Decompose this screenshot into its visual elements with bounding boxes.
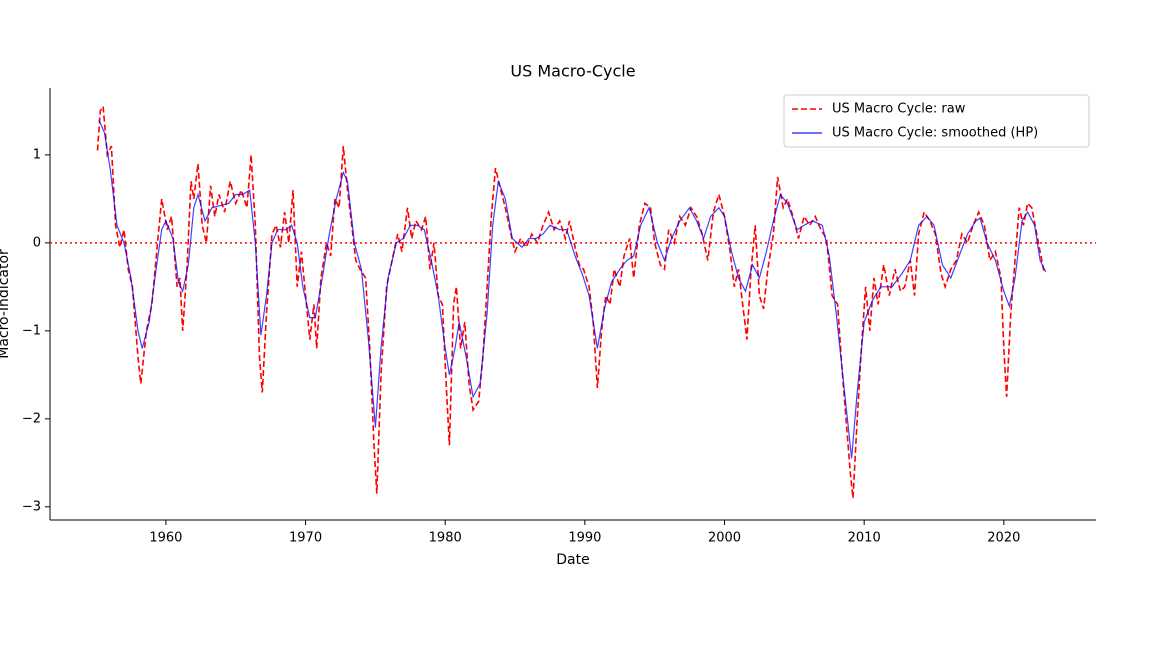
x-tick-label: 2010: [848, 531, 881, 546]
legend-label: US Macro Cycle: smoothed (HP): [832, 126, 1038, 141]
x-tick-label: 2000: [708, 531, 741, 546]
y-tick-label: −1: [22, 323, 41, 338]
x-tick-label: 1970: [289, 531, 322, 546]
y-axis-label: Macro-Indicator: [0, 249, 12, 359]
series-line: [96, 104, 1046, 499]
x-axis-label: Date: [556, 552, 589, 568]
y-tick-label: 0: [33, 235, 41, 250]
x-tick-label: 1980: [429, 531, 462, 546]
y-tick-label: −3: [22, 499, 41, 514]
x-tick-label: 2020: [987, 531, 1020, 546]
series-line: [98, 119, 1047, 459]
y-tick-label: 1: [33, 147, 41, 162]
x-tick-label: 1960: [149, 531, 182, 546]
legend-box: [783, 94, 1090, 148]
chart-title: US Macro-Cycle: [510, 62, 635, 81]
legend: US Macro Cycle: raw US Macro Cycle: smoot…: [783, 94, 1090, 148]
x-tick-label: 1990: [568, 531, 601, 546]
y-tick-label: −2: [22, 411, 41, 426]
legend-label: US Macro Cycle: raw: [832, 102, 966, 117]
